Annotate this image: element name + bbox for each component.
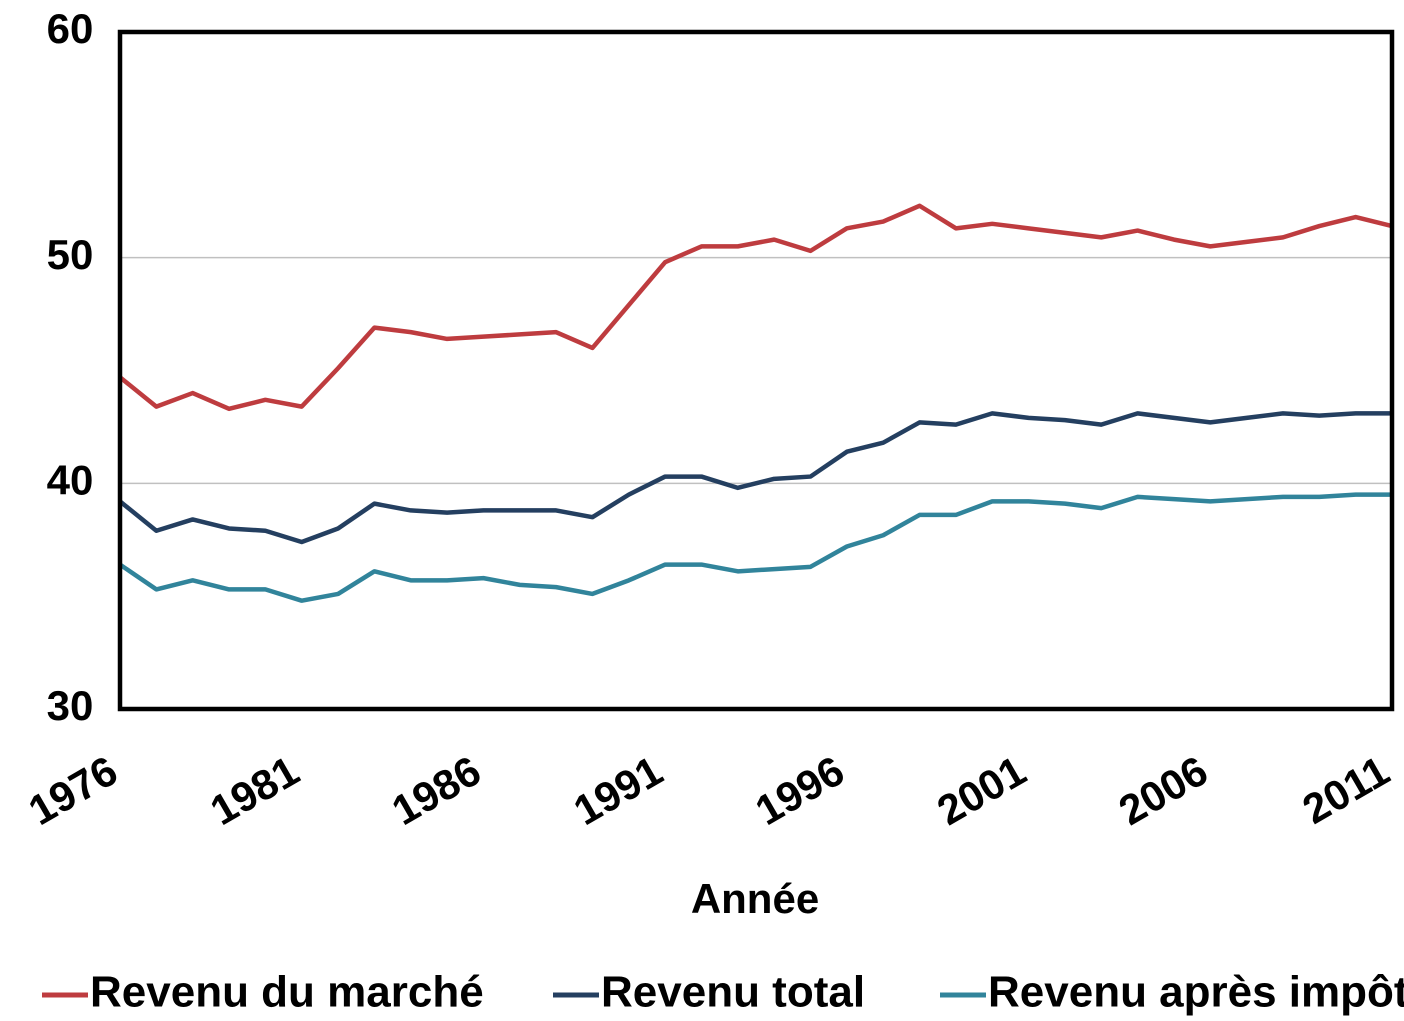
- x-tick-label: 2001: [929, 747, 1033, 834]
- y-tick-label: 60: [47, 5, 94, 52]
- x-axis-label: Année: [691, 875, 819, 922]
- series-line: [118, 203, 1393, 412]
- y-tick-label: 40: [47, 456, 94, 503]
- x-tick-label: 1991: [566, 747, 670, 834]
- x-tick-label: 1976: [21, 747, 125, 834]
- y-tick-label: 50: [47, 231, 94, 278]
- series-line: [118, 492, 1392, 603]
- x-tick-label: 1981: [202, 747, 306, 834]
- plot-frame: [117, 29, 1395, 712]
- legend-label: Revenu après impôt: [988, 968, 1404, 1017]
- y-tick-label: 30: [47, 682, 94, 729]
- legend-label: Revenu du marché: [90, 968, 484, 1017]
- series-line: [118, 411, 1392, 545]
- x-tick-label: 1986: [384, 747, 488, 834]
- legend-label: Revenu total: [601, 968, 865, 1017]
- x-tick-label: 2011: [1295, 747, 1397, 833]
- x-tick-label: 2006: [1111, 747, 1215, 834]
- x-tick-label: 1996: [747, 747, 851, 834]
